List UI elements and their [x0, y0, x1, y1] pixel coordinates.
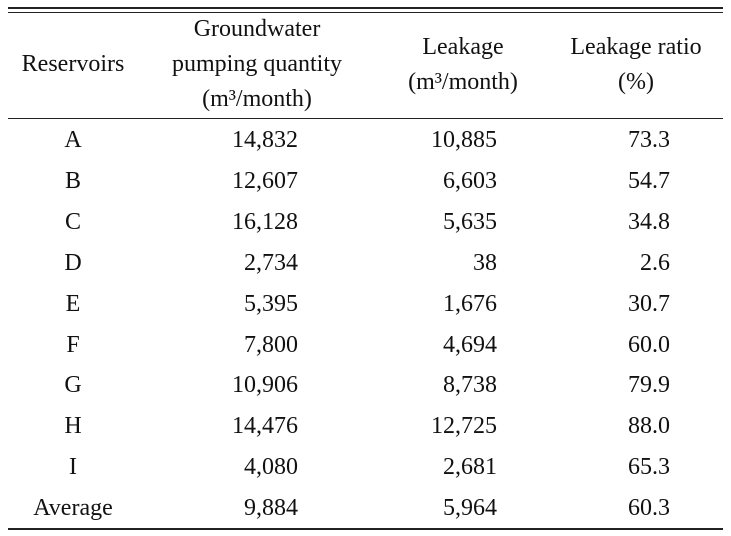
- data-cell: 7,800: [244, 331, 298, 358]
- data-cell: 2,681: [443, 454, 497, 481]
- top-rule-inner: [8, 12, 723, 13]
- data-cell: 10,906: [232, 372, 298, 399]
- row-label: G: [64, 372, 82, 399]
- header-cell: (m³/month): [408, 68, 518, 95]
- data-cell: 14,476: [232, 413, 298, 440]
- data-cell: 5,964: [443, 495, 497, 522]
- data-cell: 9,884: [244, 495, 298, 522]
- data-cell: 10,885: [431, 127, 497, 153]
- data-cell: 12,607: [232, 167, 298, 194]
- row-label: C: [64, 208, 82, 235]
- data-cell: 12,725: [431, 413, 497, 440]
- header-cell: Reservoirs: [21, 51, 125, 77]
- row-label: F: [66, 331, 80, 358]
- data-cell: 16,128: [232, 208, 298, 235]
- data-cell: 54.7: [628, 167, 670, 194]
- data-cell: 14,832: [232, 127, 298, 153]
- data-cell: 5,635: [443, 208, 497, 235]
- header-cell: (%): [618, 68, 654, 95]
- data-cell: 73.3: [628, 127, 670, 153]
- row-label: D: [64, 249, 82, 276]
- bottom-rule: [8, 528, 723, 530]
- data-cell: 5,395: [244, 290, 298, 317]
- data-cell: 6,603: [443, 167, 497, 194]
- header-cell: (m³/month): [202, 86, 312, 112]
- data-cell: 4,694: [443, 331, 497, 358]
- row-label: A: [64, 127, 82, 153]
- row-label: I: [69, 454, 77, 481]
- data-cell: 1,676: [443, 290, 497, 317]
- data-cell: 4,080: [244, 454, 298, 481]
- row-label: Average: [33, 495, 113, 522]
- data-cell: 8,738: [443, 372, 497, 399]
- row-label: E: [65, 290, 81, 317]
- data-cell: 30.7: [628, 290, 670, 317]
- data-cell: 2,734: [244, 249, 298, 276]
- header-rule: [8, 118, 723, 119]
- row-label: H: [64, 413, 82, 440]
- data-cell: 34.8: [628, 208, 670, 235]
- data-cell: 60.3: [628, 495, 670, 522]
- header-cell: pumping quantity: [172, 51, 342, 77]
- data-cell: 60.0: [628, 331, 670, 358]
- data-cell: 88.0: [628, 413, 670, 440]
- header-cell: Groundwater: [193, 16, 321, 42]
- header-cell: Leakage ratio: [570, 33, 702, 60]
- top-rule: [8, 7, 723, 9]
- data-cell: 65.3: [628, 454, 670, 481]
- data-cell: 79.9: [628, 372, 670, 399]
- data-cell: 38: [473, 249, 497, 276]
- data-cell: 2.6: [640, 249, 670, 276]
- row-label: B: [64, 167, 82, 194]
- header-cell: Leakage: [422, 33, 504, 60]
